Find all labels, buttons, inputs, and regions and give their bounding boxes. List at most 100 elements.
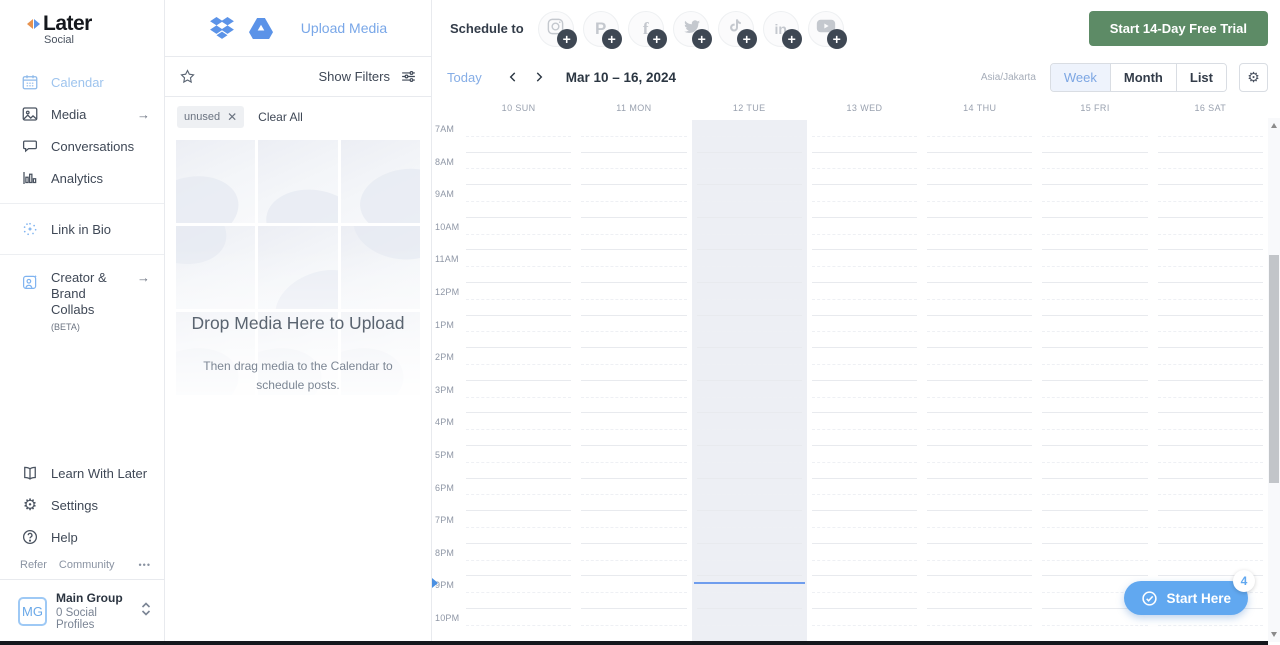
schedule-target-pinterest[interactable]: P + [582,10,622,49]
time-slot[interactable] [581,316,687,349]
time-slot[interactable] [1042,576,1148,609]
time-slot[interactable] [696,185,803,218]
dropbox-icon[interactable] [209,16,235,40]
time-slot[interactable] [696,413,803,446]
time-slot[interactable] [581,381,687,414]
time-slot[interactable] [466,250,572,283]
time-slot[interactable] [1042,120,1148,153]
time-slot[interactable] [581,153,687,186]
time-slot[interactable] [696,250,803,283]
time-slot[interactable] [696,511,803,544]
schedule-target-twitter[interactable]: + [672,10,712,49]
time-slot[interactable] [1157,185,1264,218]
time-slot[interactable] [466,609,572,642]
scroll-down-icon[interactable] [1271,632,1277,637]
time-slot[interactable] [1042,511,1148,544]
google-drive-icon[interactable] [248,16,274,40]
time-slot[interactable] [811,283,918,316]
time-slot[interactable] [1042,544,1148,577]
time-slot[interactable] [581,250,687,283]
schedule-target-linkedin[interactable]: in + [762,10,802,49]
time-slot[interactable] [927,413,1033,446]
time-slot[interactable] [1157,348,1264,381]
remove-filter-icon[interactable]: ✕ [227,110,238,124]
time-slot[interactable] [466,381,572,414]
time-slot[interactable] [1157,218,1264,251]
time-slot[interactable] [811,609,918,642]
view-week-button[interactable]: Week [1050,63,1110,91]
media-drop-zone[interactable]: Drop Media Here to Upload Then drag medi… [165,137,431,645]
time-slot[interactable] [811,413,918,446]
time-slot[interactable] [1042,479,1148,512]
time-slot[interactable] [1042,413,1148,446]
time-slot[interactable] [1042,446,1148,479]
next-week-button[interactable] [526,68,552,86]
time-slot[interactable] [466,283,572,316]
time-slot[interactable] [466,413,572,446]
time-slot[interactable] [927,511,1033,544]
time-slot[interactable] [927,316,1033,349]
time-slot[interactable] [927,544,1033,577]
profile-switcher[interactable]: MG Main Group 0 Social Profiles [0,579,164,645]
time-slot[interactable] [466,511,572,544]
schedule-target-instagram[interactable]: + [537,10,577,49]
time-slot[interactable] [811,544,918,577]
time-slot[interactable] [581,348,687,381]
plus-icon[interactable]: + [736,28,757,49]
time-slot[interactable] [1042,283,1148,316]
time-slot[interactable] [696,544,803,577]
time-slot[interactable] [466,544,572,577]
time-slot[interactable] [1157,446,1264,479]
community-link[interactable]: Community [58,559,115,571]
sidebar-item-media[interactable]: Media → [0,98,164,130]
sidebar-item-learn[interactable]: Learn With Later [0,457,164,489]
time-slot[interactable] [466,446,572,479]
vertical-scrollbar[interactable] [1268,118,1280,642]
time-slot[interactable] [581,544,687,577]
today-button[interactable]: Today [447,69,482,85]
calendar-settings-button[interactable]: ⚙ [1239,62,1268,92]
time-slot[interactable] [811,348,918,381]
plus-icon[interactable]: + [556,28,577,49]
time-slot[interactable] [927,185,1033,218]
time-slot[interactable] [696,479,803,512]
time-slot[interactable] [696,381,803,414]
sidebar-item-creator-brand-collabs[interactable]: Creator & Brand Collabs (BETA) → [0,264,164,341]
time-slot[interactable] [1157,250,1264,283]
time-slot[interactable] [696,153,803,186]
time-slot[interactable] [811,218,918,251]
time-slot[interactable] [927,576,1033,609]
time-slot[interactable] [811,120,918,153]
time-slot[interactable] [811,446,918,479]
sidebar-item-analytics[interactable]: Analytics [0,162,164,194]
sidebar-item-calendar[interactable]: Calendar [0,66,164,98]
time-slot[interactable] [811,511,918,544]
time-slot[interactable] [1157,153,1264,186]
time-slot[interactable] [696,576,803,609]
time-slot[interactable] [1157,120,1264,153]
time-slot[interactable] [1157,381,1264,414]
time-slot[interactable] [466,576,572,609]
time-slot[interactable] [1042,250,1148,283]
time-slot[interactable] [581,576,687,609]
sidebar-item-link-in-bio[interactable]: Link in Bio [0,213,164,245]
plus-icon[interactable]: + [646,28,667,49]
upload-media-link[interactable]: Upload Media [300,20,388,36]
filter-chip-unused[interactable]: unused ✕ [177,106,245,128]
clear-all-link[interactable]: Clear All [258,110,303,124]
time-slot[interactable] [811,250,918,283]
schedule-target-youtube[interactable]: + [807,10,847,49]
sidebar-item-settings[interactable]: ⚙ Settings [0,489,164,521]
time-slot[interactable] [927,283,1033,316]
schedule-target-facebook[interactable]: f + [627,10,667,49]
time-slot[interactable] [1157,511,1264,544]
time-slot[interactable] [1042,218,1148,251]
plus-icon[interactable]: + [601,28,622,49]
time-slot[interactable] [581,185,687,218]
time-slot[interactable] [696,348,803,381]
time-slot[interactable] [466,348,572,381]
time-slot[interactable] [466,153,572,186]
time-slot[interactable] [581,446,687,479]
time-slot[interactable] [1042,185,1148,218]
time-slot[interactable] [1042,609,1148,642]
